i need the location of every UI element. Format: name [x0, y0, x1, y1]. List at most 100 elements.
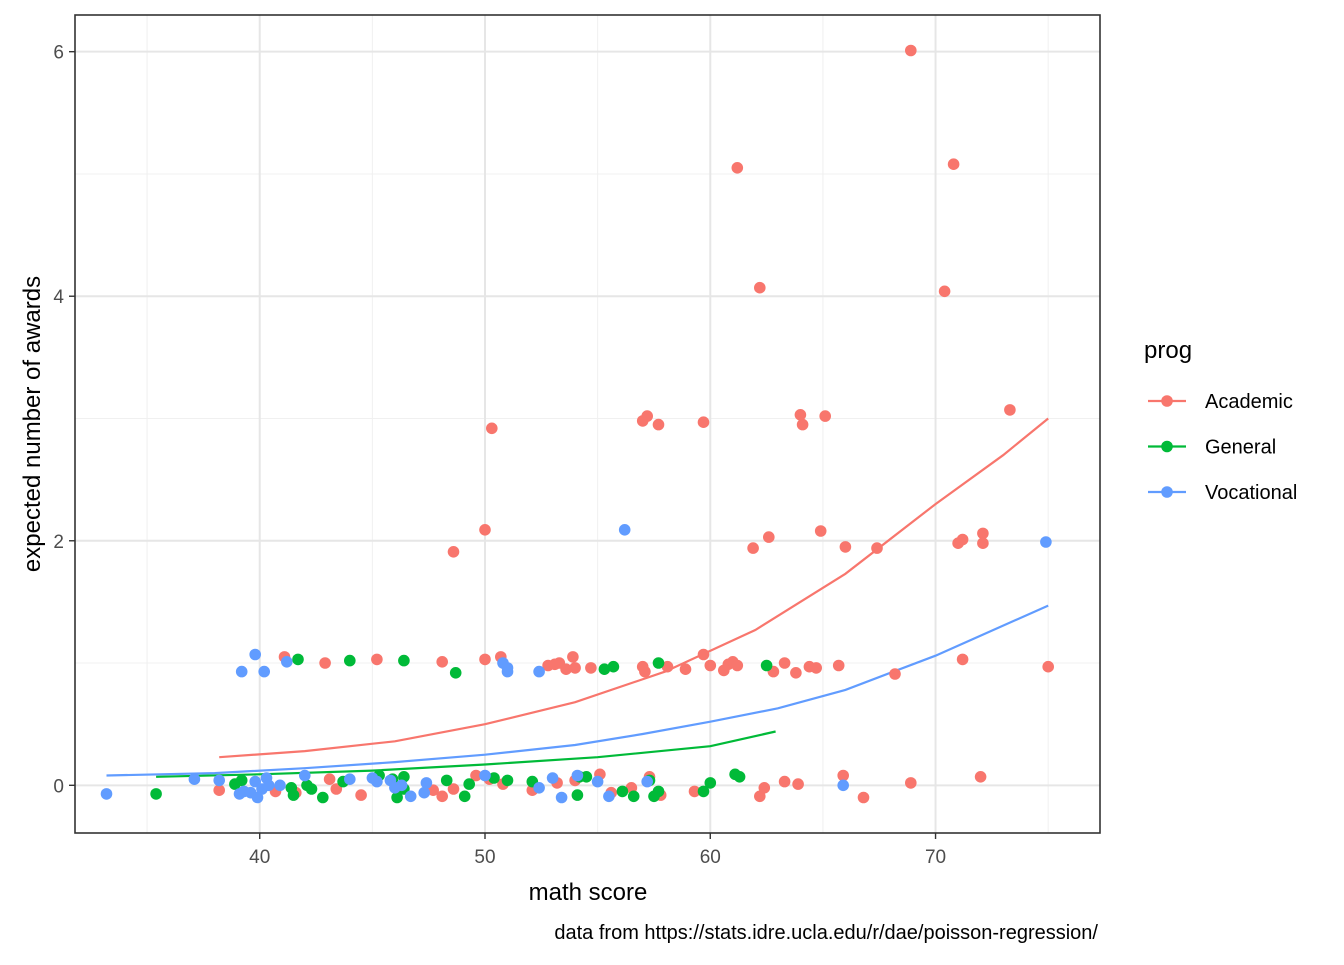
point-general	[391, 791, 403, 804]
point-general	[150, 788, 162, 800]
legend-label-academic: Academic	[1205, 391, 1293, 413]
minor-grid	[75, 15, 1100, 833]
point-vocational	[546, 772, 559, 784]
point-academic	[754, 281, 766, 294]
point-academic	[977, 527, 989, 540]
point-academic	[792, 778, 804, 790]
point-general	[501, 774, 514, 787]
point-vocational	[591, 775, 604, 788]
legend-key-point	[1161, 395, 1173, 407]
fit-line-general	[156, 730, 776, 778]
point-academic	[436, 656, 449, 668]
point-academic	[355, 789, 367, 801]
point-academic	[731, 659, 744, 672]
point-academic	[889, 668, 901, 680]
point-vocational	[258, 665, 271, 678]
point-academic	[938, 285, 951, 298]
point-general	[652, 657, 665, 669]
point-academic	[661, 660, 674, 673]
point-vocational	[618, 524, 631, 536]
point-academic	[810, 662, 822, 674]
point-general	[704, 777, 717, 789]
point-general	[305, 783, 318, 795]
point-vocational	[1040, 536, 1052, 548]
legend-title: prog	[1144, 337, 1192, 364]
point-general	[235, 774, 248, 787]
x-tick-label: 70	[925, 847, 946, 868]
point-academic	[697, 416, 710, 429]
point-vocational	[371, 775, 383, 788]
point-academic	[470, 769, 482, 782]
point-vocational	[555, 791, 568, 804]
point-academic	[754, 790, 766, 803]
point-academic	[1042, 660, 1054, 673]
y-tick-label: 4	[53, 287, 64, 308]
point-general	[463, 778, 476, 790]
point-general	[287, 789, 300, 801]
point-vocational	[281, 656, 293, 668]
point-vocational	[571, 769, 584, 782]
point-academic	[956, 533, 969, 546]
legend-label-general: General	[1205, 437, 1276, 459]
point-general	[760, 659, 773, 672]
point-academic	[697, 648, 710, 661]
y-tick-label: 2	[53, 532, 64, 553]
legend-key-point	[1161, 486, 1173, 498]
point-general	[458, 790, 471, 803]
point-vocational	[249, 648, 261, 661]
point-academic	[837, 769, 849, 782]
point-general	[440, 774, 453, 787]
point-academic	[427, 784, 440, 796]
x-axis-title: math score	[529, 879, 648, 906]
point-vocational	[501, 662, 514, 674]
point-academic	[641, 410, 653, 422]
point-academic	[704, 659, 717, 672]
point-general	[598, 663, 611, 675]
point-academic	[679, 663, 692, 675]
point-general	[733, 771, 746, 783]
point-academic	[319, 657, 331, 669]
point-general	[652, 785, 665, 798]
point-academic	[330, 783, 343, 795]
point-academic	[819, 410, 831, 422]
point-general	[449, 667, 462, 679]
y-tick-label: 0	[53, 776, 64, 797]
point-academic	[688, 785, 701, 798]
point-academic	[585, 662, 597, 674]
point-vocational	[299, 769, 311, 782]
y-axis-title: expected number of awards	[19, 276, 46, 572]
point-vocational	[188, 773, 201, 785]
point-vocational	[249, 775, 261, 788]
point-academic	[796, 418, 809, 431]
point-academic	[956, 653, 969, 666]
point-academic	[323, 773, 336, 785]
chart-caption: data from https://stats.idre.ucla.edu/r/…	[554, 922, 1098, 944]
legend: prog Academic General Vocational	[1144, 337, 1297, 504]
data-points	[100, 44, 1054, 804]
point-vocational	[344, 773, 356, 785]
point-academic	[977, 537, 989, 549]
point-academic	[905, 777, 917, 789]
point-general	[607, 660, 620, 673]
point-academic	[560, 663, 572, 675]
point-academic	[857, 791, 870, 804]
point-academic	[974, 771, 987, 783]
point-general	[697, 785, 710, 798]
point-vocational	[420, 777, 433, 789]
point-academic	[747, 542, 759, 554]
major-grid	[75, 15, 1100, 833]
y-tick-label: 6	[53, 43, 64, 64]
point-general	[398, 654, 410, 667]
panel-border	[74, 14, 1101, 834]
point-vocational	[235, 665, 248, 678]
point-academic	[794, 409, 807, 421]
point-vocational	[603, 790, 615, 803]
point-general	[344, 654, 356, 667]
point-academic	[436, 790, 449, 803]
point-academic	[652, 418, 665, 431]
point-general	[317, 791, 329, 804]
point-vocational	[100, 788, 113, 800]
point-vocational	[418, 786, 431, 799]
